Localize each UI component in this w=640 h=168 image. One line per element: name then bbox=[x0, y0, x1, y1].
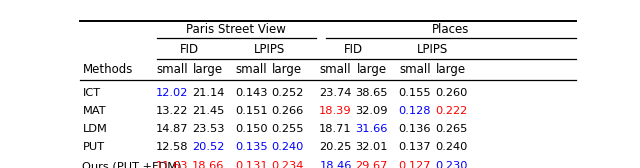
Text: ICT: ICT bbox=[83, 88, 100, 98]
Text: Places: Places bbox=[432, 23, 470, 36]
Text: 29.67: 29.67 bbox=[355, 161, 388, 168]
Text: small: small bbox=[156, 64, 188, 76]
Text: 32.01: 32.01 bbox=[355, 142, 388, 152]
Text: 32.09: 32.09 bbox=[355, 106, 388, 116]
Text: 23.74: 23.74 bbox=[319, 88, 351, 98]
Text: small: small bbox=[399, 64, 431, 76]
Text: 0.143: 0.143 bbox=[235, 88, 268, 98]
Text: Paris Street View: Paris Street View bbox=[186, 23, 286, 36]
Text: LDM: LDM bbox=[83, 124, 108, 134]
Text: FID: FID bbox=[344, 43, 363, 56]
Text: large: large bbox=[356, 64, 387, 76]
Text: 0.222: 0.222 bbox=[435, 106, 467, 116]
Text: 14.87: 14.87 bbox=[156, 124, 188, 134]
Text: LPIPS: LPIPS bbox=[253, 43, 285, 56]
Text: 0.255: 0.255 bbox=[271, 124, 303, 134]
Text: 0.240: 0.240 bbox=[435, 142, 467, 152]
Text: MAT: MAT bbox=[83, 106, 106, 116]
Text: 12.58: 12.58 bbox=[156, 142, 188, 152]
Text: 18.39: 18.39 bbox=[319, 106, 352, 116]
Text: 0.135: 0.135 bbox=[235, 142, 268, 152]
Text: 0.131: 0.131 bbox=[235, 161, 268, 168]
Text: 0.151: 0.151 bbox=[235, 106, 268, 116]
Text: 0.252: 0.252 bbox=[271, 88, 303, 98]
Text: 31.66: 31.66 bbox=[355, 124, 388, 134]
Text: large: large bbox=[272, 64, 302, 76]
Text: Methods: Methods bbox=[83, 64, 133, 76]
Text: 0.240: 0.240 bbox=[271, 142, 303, 152]
Text: 21.45: 21.45 bbox=[192, 106, 224, 116]
Text: small: small bbox=[319, 64, 351, 76]
Text: 18.66: 18.66 bbox=[192, 161, 224, 168]
Text: 13.22: 13.22 bbox=[156, 106, 188, 116]
Text: small: small bbox=[236, 64, 267, 76]
Text: LPIPS: LPIPS bbox=[417, 43, 449, 56]
Text: 0.150: 0.150 bbox=[235, 124, 268, 134]
Text: 0.230: 0.230 bbox=[435, 161, 467, 168]
Text: large: large bbox=[193, 64, 223, 76]
Text: FID: FID bbox=[180, 43, 200, 56]
Text: 20.52: 20.52 bbox=[192, 142, 224, 152]
Text: PUT: PUT bbox=[83, 142, 104, 152]
Text: 0.265: 0.265 bbox=[435, 124, 467, 134]
Text: 0.136: 0.136 bbox=[399, 124, 431, 134]
Text: 11.63: 11.63 bbox=[156, 161, 188, 168]
Text: 21.14: 21.14 bbox=[192, 88, 224, 98]
Text: Ours (PUT +FDM): Ours (PUT +FDM) bbox=[83, 161, 182, 168]
Text: 0.155: 0.155 bbox=[399, 88, 431, 98]
Text: 20.25: 20.25 bbox=[319, 142, 351, 152]
Text: 0.128: 0.128 bbox=[399, 106, 431, 116]
Text: 0.266: 0.266 bbox=[271, 106, 303, 116]
Text: 0.137: 0.137 bbox=[399, 142, 431, 152]
Text: 0.234: 0.234 bbox=[271, 161, 303, 168]
Text: 12.02: 12.02 bbox=[156, 88, 188, 98]
Text: 0.260: 0.260 bbox=[435, 88, 467, 98]
Text: 38.65: 38.65 bbox=[355, 88, 388, 98]
Text: 0.127: 0.127 bbox=[399, 161, 431, 168]
Text: 18.46: 18.46 bbox=[319, 161, 351, 168]
Text: 23.53: 23.53 bbox=[192, 124, 224, 134]
Text: large: large bbox=[436, 64, 466, 76]
Text: 18.71: 18.71 bbox=[319, 124, 352, 134]
